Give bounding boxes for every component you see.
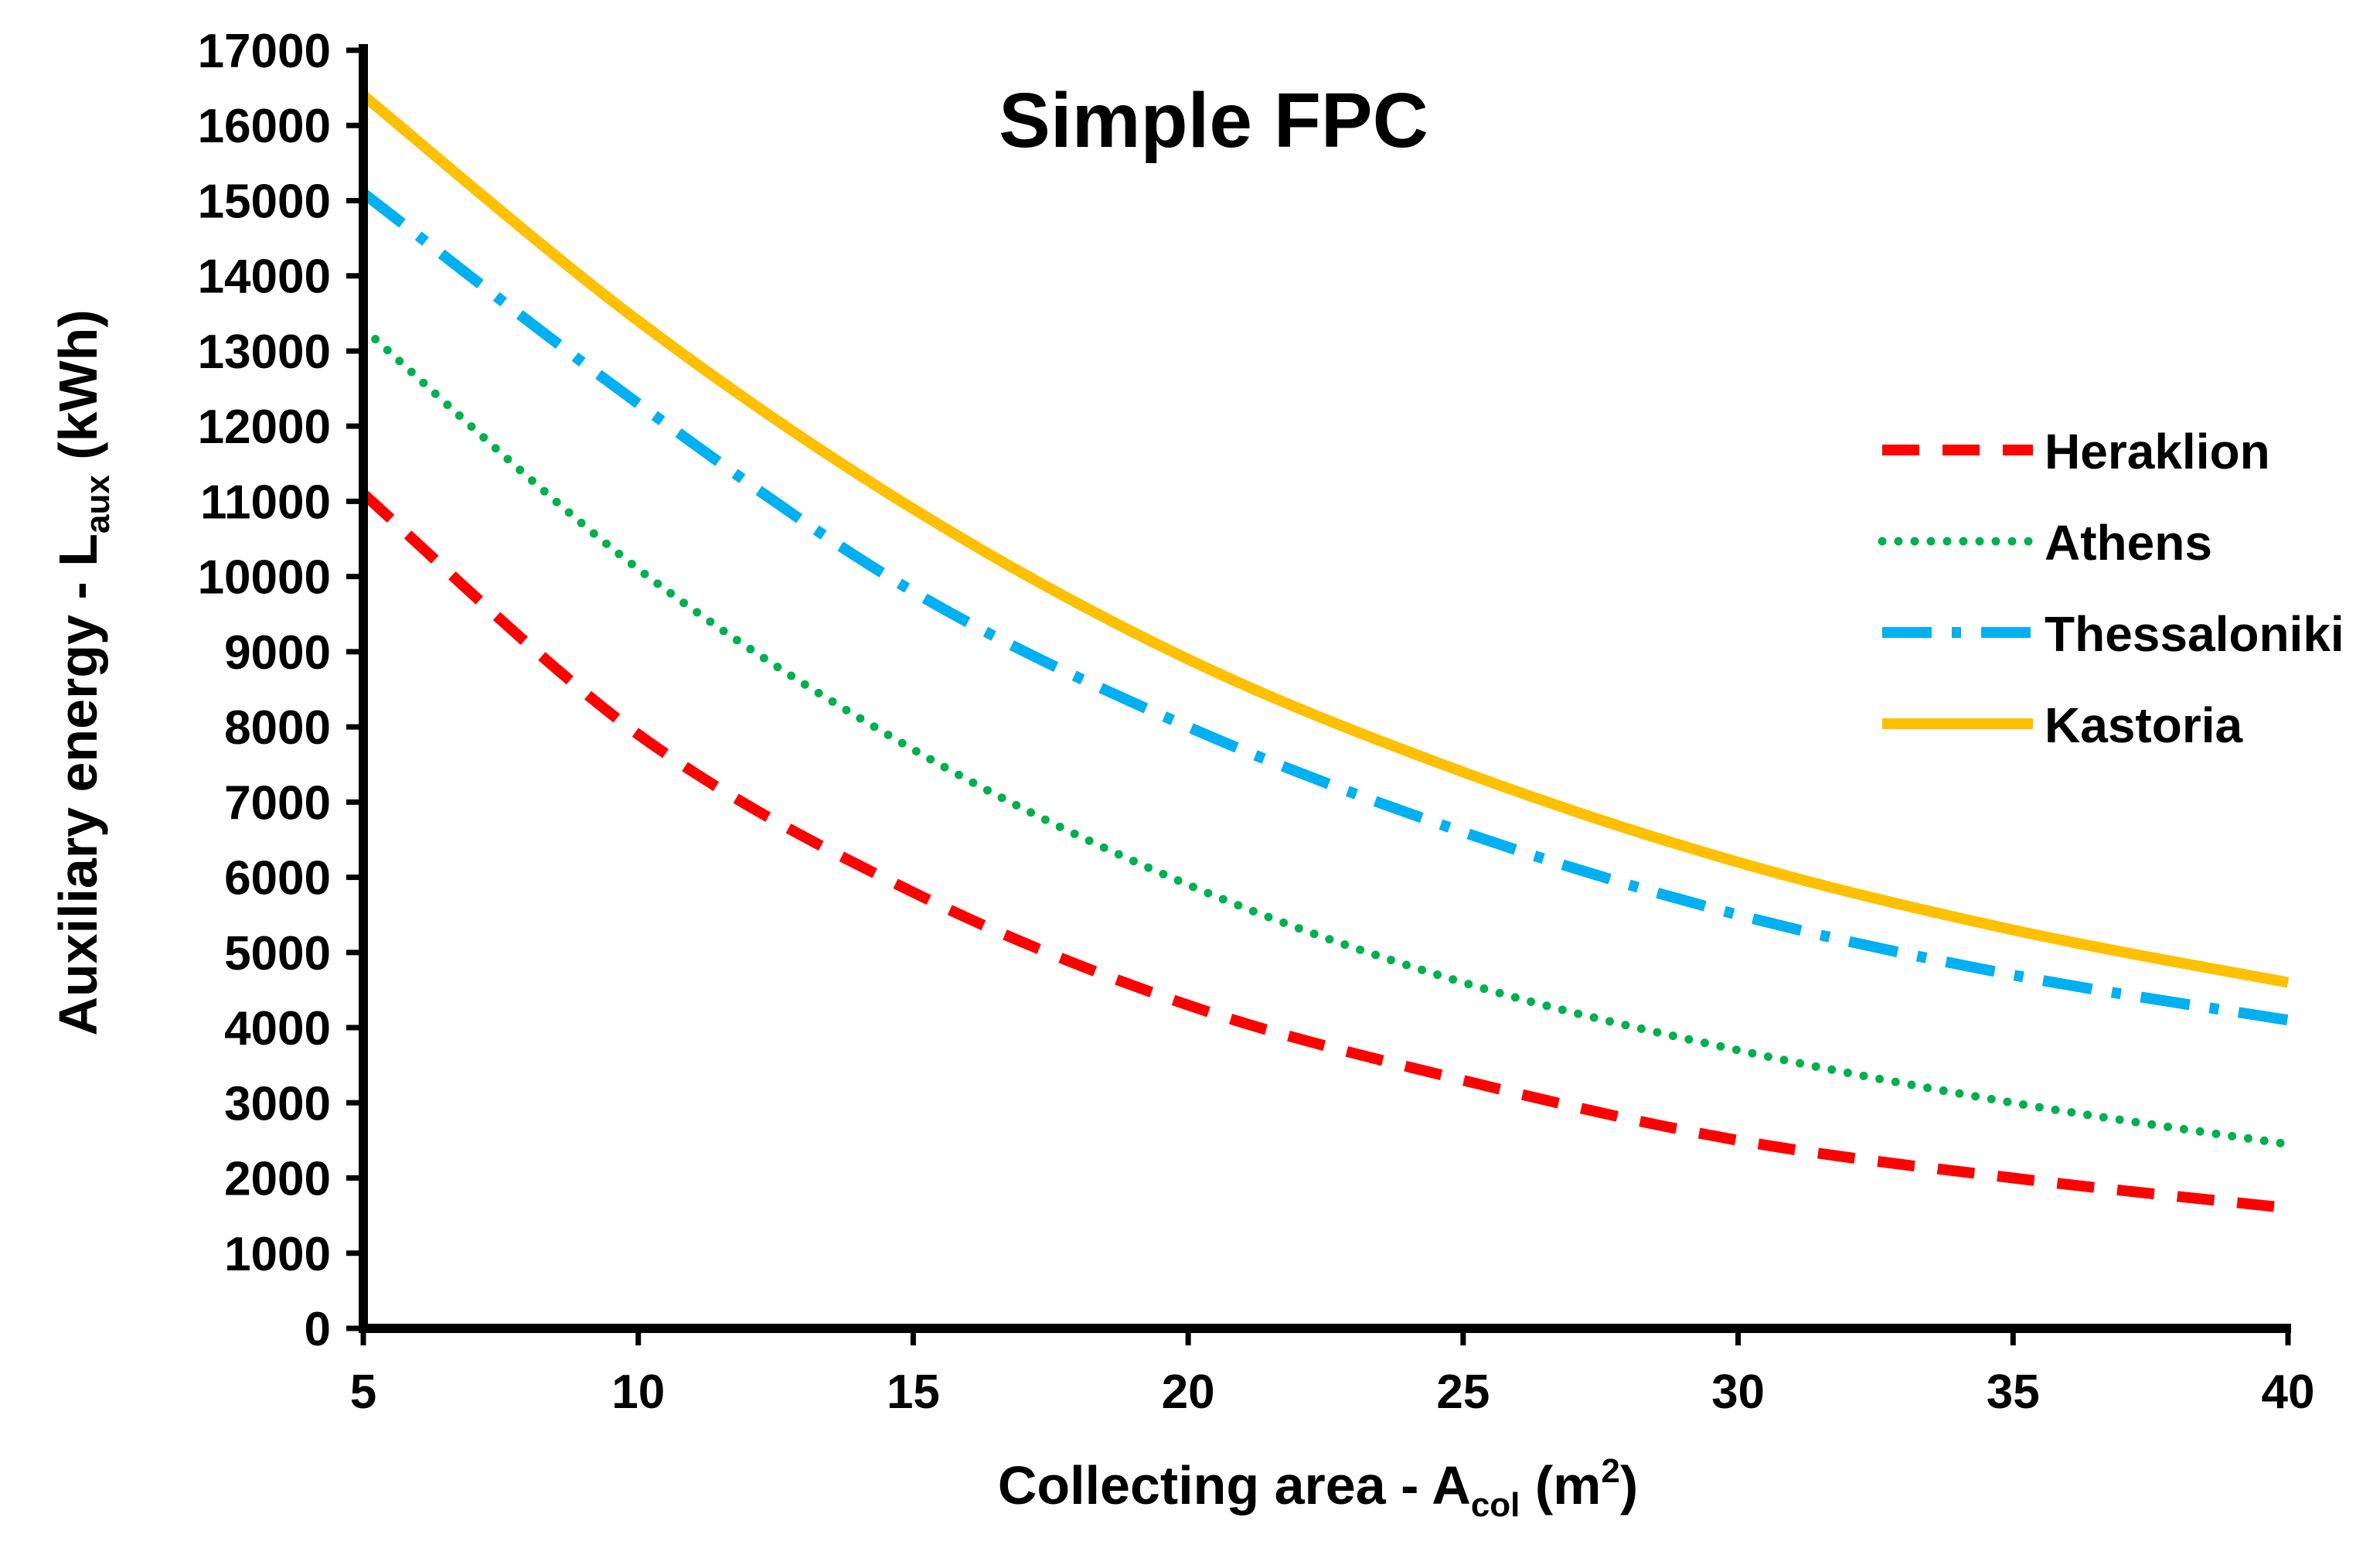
series-line-heraklion [359,489,2289,1214]
x-axis-label-sup: 2 [1601,1452,1619,1490]
y-axis-label-unit: (kWh) [48,309,108,475]
y-tick-label: 13000 [198,326,331,379]
x-axis-label: Collecting area - Acol (m2) [998,1452,1638,1524]
x-tick-label: 5 [350,1365,376,1419]
y-axis-label-sub: aux [79,475,117,534]
x-tick-label: 20 [1162,1365,1215,1419]
y-tick-label: 7000 [224,776,331,830]
y-tick-label: 9000 [224,626,331,680]
x-tick-label: 40 [2262,1365,2315,1419]
y-tick-label: 6000 [224,852,331,905]
legend-label-thessaloniki: Thessaloniki [2045,606,2344,662]
y-tick-label: 15000 [198,175,331,228]
y-tick-label: 2000 [224,1153,331,1206]
series-line-athens [359,324,2293,1149]
y-tick-label: 5000 [224,927,331,980]
y-tick-label: 12000 [198,401,331,454]
y-tick-label: 3000 [224,1077,331,1130]
x-axis-label-main: Collecting area - A [998,1455,1471,1515]
y-tick-label: 14000 [198,251,331,304]
y-tick-label: 4000 [224,1002,331,1055]
y-tick-label: 8000 [224,701,331,755]
x-tick-label: 30 [1711,1365,1765,1419]
y-tick-label: 16000 [198,100,331,153]
legend-label-heraklion: Heraklion [2045,424,2270,479]
x-tick-label: 25 [1436,1365,1490,1419]
chart-title: Simple FPC [999,77,1428,164]
y-axis-label-main: Auxiliary energy - L [48,534,108,1036]
x-axis-label-sub: col [1471,1486,1520,1524]
x-tick-label: 35 [1987,1365,2040,1419]
y-axis-label: Auxiliary energy - Laux (kWh) [48,309,117,1035]
y-tick-label: 0 [305,1303,331,1356]
x-axis-label-unit-close: ) [1620,1455,1638,1515]
y-tick-label: 1000 [224,1228,331,1281]
legend-label-kastoria: Kastoria [2045,697,2243,753]
series-line-kastoria [359,90,2290,988]
legend: Heraklion Athens Thessaloniki Kastoria [1878,424,2344,753]
y-tick-label: 11000 [200,476,331,529]
x-axis-label-unit-open: (m [1520,1455,1601,1515]
x-tick-label: 15 [887,1365,940,1419]
y-tick-label: 10000 [198,551,331,605]
x-tick-label: 10 [611,1365,665,1419]
axes: 0 1000 2000 3000 4000 5000 6000 7000 8000 9000 100… [198,25,2315,1419]
legend-label-athens: Athens [2045,515,2212,571]
series-lines [359,90,2293,1214]
series-line-thessaloniki [359,189,2290,1026]
y-tick-label: 17000 [198,25,331,78]
